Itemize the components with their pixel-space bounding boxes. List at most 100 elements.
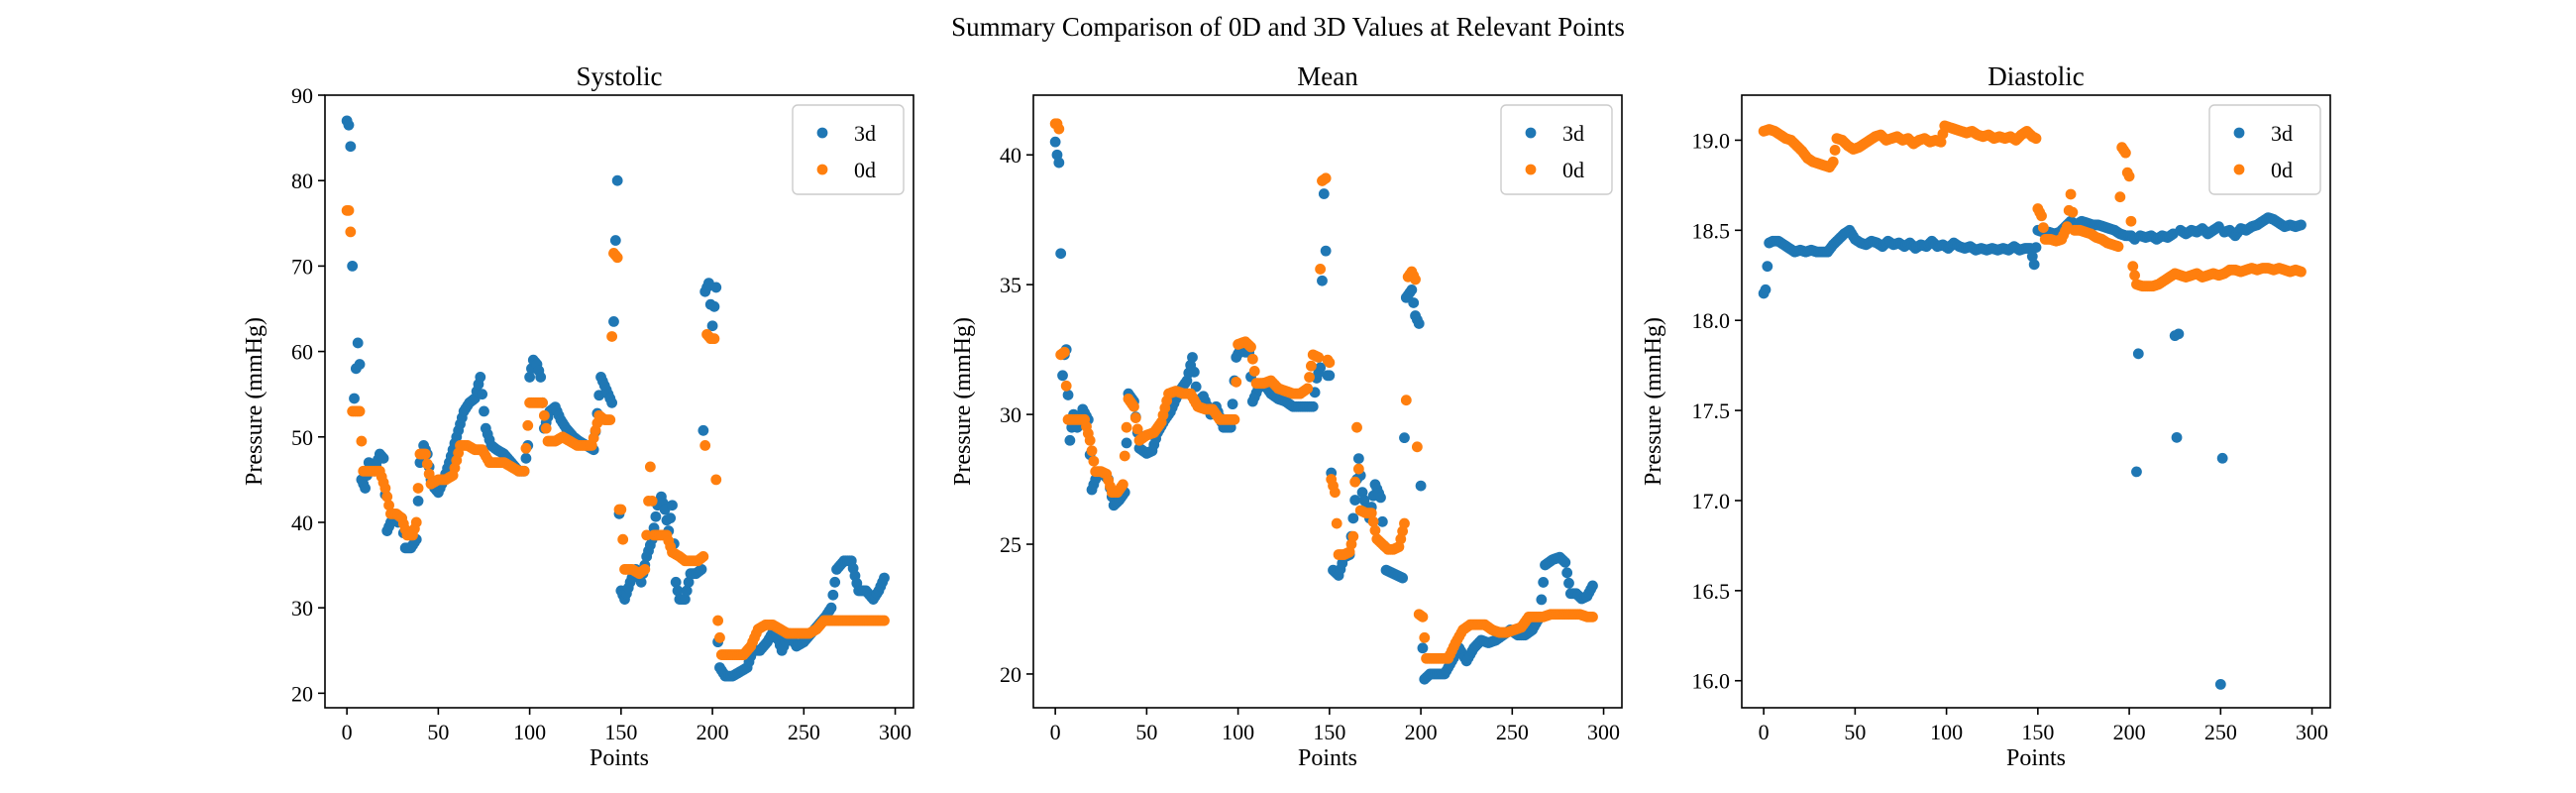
systolic-point-0d	[698, 551, 709, 562]
systolic-y-tick-label: 60	[291, 340, 313, 365]
mean-y-tick-label: 20	[1000, 662, 1021, 687]
systolic-point-3d	[347, 260, 359, 272]
mean-x-tick-label: 0	[1050, 720, 1061, 744]
diastolic-point-0d	[2114, 191, 2126, 203]
diastolic-x-tick-label: 300	[2296, 720, 2328, 744]
mean-point-0d	[1306, 360, 1317, 372]
mean-point-3d	[1536, 594, 1548, 606]
systolic-point-3d	[829, 576, 841, 588]
systolic-point-0d	[604, 414, 616, 425]
systolic-point-3d	[650, 510, 662, 522]
systolic-point-3d	[680, 594, 691, 605]
systolic-point-3d	[609, 235, 621, 246]
mean-panel: 0 50 100 150 200 250 300 20 25 30 35 40 Mean Points Pr…	[950, 61, 1623, 771]
mean-point-0d	[1119, 450, 1130, 462]
mean-point-0d	[1367, 515, 1379, 527]
systolic-y-tick-label: 50	[291, 425, 313, 450]
diastolic-y-tick-label: 16.0	[1692, 669, 1731, 694]
systolic-point-0d	[710, 474, 722, 486]
systolic-point-3d	[475, 372, 486, 383]
mean-point-3d	[1352, 453, 1364, 465]
mean-point-0d	[1128, 400, 1139, 412]
systolic-y-tick-label: 20	[291, 681, 313, 706]
systolic-point-3d	[611, 174, 623, 186]
systolic-point-3d	[681, 585, 693, 597]
mean-x-tick-label: 250	[1496, 720, 1529, 744]
systolic-point-3d	[520, 452, 532, 464]
diastolic-y-tick-label: 18.0	[1692, 308, 1731, 333]
mean-point-0d	[1315, 264, 1327, 275]
mean-point-0d	[1320, 172, 1332, 184]
mean-x-tick-label: 150	[1313, 720, 1345, 744]
systolic-point-3d	[354, 359, 366, 370]
diastolic-point-3d	[2214, 678, 2226, 690]
systolic-point-3d	[710, 282, 722, 293]
diastolic-point-3d	[2030, 242, 2042, 253]
diastolic-legend: 3d 0d	[2208, 104, 2321, 195]
diastolic-series-0d	[1758, 120, 2307, 292]
systolic-point-0d	[356, 435, 368, 447]
diastolic-y-tick-label: 19.0	[1692, 128, 1731, 153]
systolic-legend-marker-3d	[816, 127, 828, 139]
mean-x-tick-label: 200	[1405, 720, 1438, 744]
diastolic-legend-label-0d: 0d	[2271, 158, 2293, 182]
systolic-point-0d	[644, 461, 656, 473]
mean-points	[1049, 118, 1598, 685]
systolic-point-3d	[635, 576, 647, 588]
systolic-point-0d	[518, 465, 530, 477]
diastolic-y-axis-label: Pressure (mmHg)	[1641, 317, 1666, 486]
diastolic-point-3d	[2296, 219, 2307, 231]
mean-point-3d	[1188, 366, 1200, 378]
systolic-point-0d	[421, 458, 433, 470]
systolic-y-tick-label: 80	[291, 169, 313, 193]
systolic-point-0d	[537, 396, 548, 408]
systolic-point-3d	[706, 320, 718, 332]
systolic-point-0d	[879, 615, 890, 626]
subplot-panels: 0 50 100 150 200 250 3002030405060708090Systol…	[242, 61, 2331, 771]
systolic-point-0d	[611, 252, 623, 264]
mean-point-3d	[1375, 492, 1386, 504]
diastolic-panel: 0 50 100 150 200 250 300 16.0 16.5 17.0 17.5 18.0 18…	[1641, 61, 2331, 771]
mean-point-0d	[1058, 346, 1070, 358]
systolic-point-0d	[708, 333, 720, 345]
mean-point-0d	[1229, 413, 1240, 425]
diastolic-y-tick-label: 17.0	[1692, 489, 1731, 513]
mean-point-0d	[1399, 517, 1410, 529]
systolic-point-3d	[708, 300, 720, 312]
systolic-y-tick-label: 30	[291, 596, 313, 621]
diastolic-point-3d	[2171, 431, 2183, 443]
mean-point-3d	[1538, 577, 1550, 588]
systolic-series-0d	[341, 204, 890, 660]
mean-point-0d	[1331, 517, 1342, 529]
diastolic-title: Diastolic	[1987, 61, 2084, 91]
systolic-legend-label-3d: 3d	[854, 121, 876, 146]
systolic-point-0d	[381, 491, 393, 503]
diastolic-legend-marker-0d	[2233, 164, 2245, 175]
mean-point-3d	[1413, 318, 1425, 329]
systolic-point-3d	[377, 452, 389, 464]
diastolic-point-0d	[2125, 215, 2137, 227]
mean-point-3d	[1057, 370, 1068, 382]
systolic-point-0d	[343, 204, 355, 216]
mean-point-3d	[1055, 248, 1067, 260]
diastolic-legend-label-3d: 3d	[2271, 121, 2293, 146]
systolic-point-3d	[360, 483, 371, 494]
diastolic-point-0d	[1829, 145, 1841, 156]
diastolic-x-tick-label: 0	[1759, 720, 1770, 744]
mean-x-tick-label: 300	[1587, 720, 1620, 744]
diastolic-y-tick-label: 18.5	[1692, 218, 1731, 243]
systolic-x-tick-label: 300	[879, 720, 912, 744]
diastolic-x-axis-label: Points	[2006, 745, 2066, 771]
mean-point-0d	[1313, 352, 1325, 363]
systolic-panel: 0 50 100 150 200 250 300 20 30 40 50 60 70 80 90 Systol…	[242, 61, 914, 771]
diastolic-point-0d	[2065, 188, 2077, 200]
diastolic-point-0d	[1935, 136, 1947, 148]
systolic-point-0d	[540, 422, 552, 434]
systolic-point-0d	[615, 504, 627, 515]
mean-point-3d	[1318, 188, 1330, 199]
systolic-x-axis-label: Points	[590, 745, 649, 771]
mean-legend-box	[1500, 104, 1613, 195]
mean-point-3d	[1320, 245, 1332, 257]
systolic-y-tick-label: 40	[291, 510, 313, 535]
